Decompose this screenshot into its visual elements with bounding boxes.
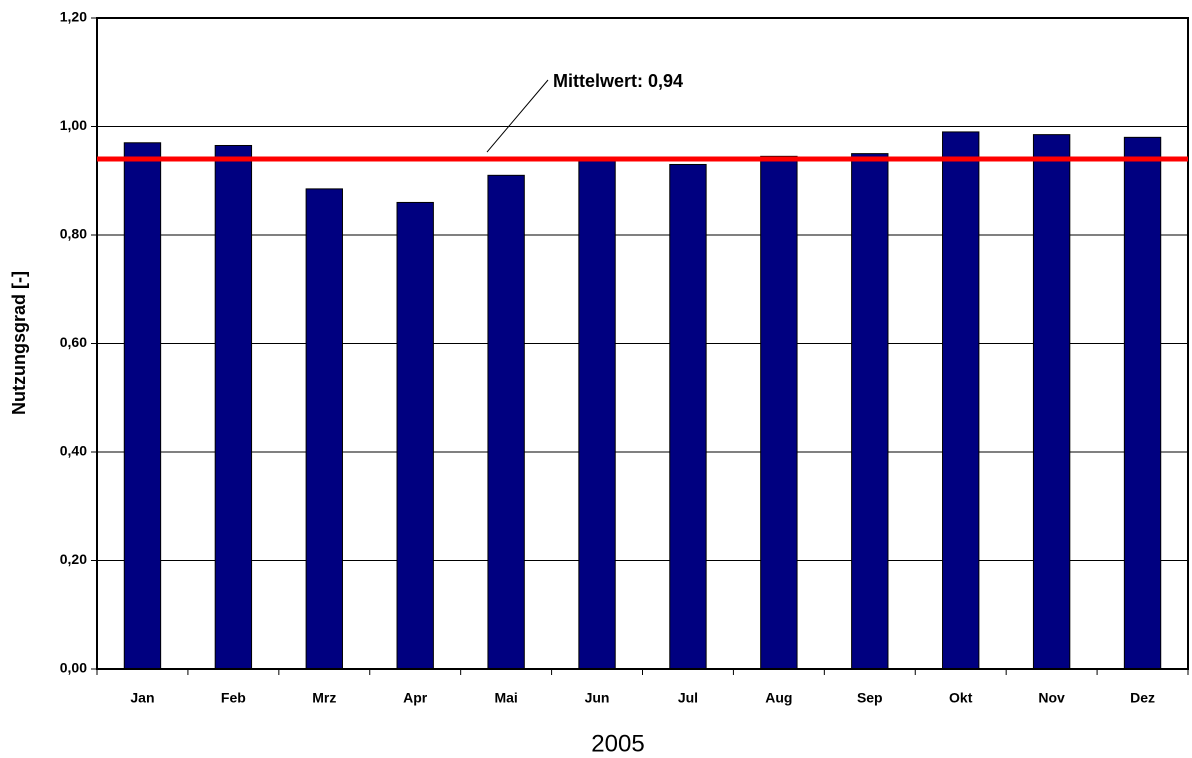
bar [1123, 136, 1162, 670]
x-tick-label: Aug [765, 690, 792, 706]
mean-label: Mittelwert: 0,94 [553, 71, 683, 91]
bar [851, 153, 889, 670]
y-tick-label: 0,60 [60, 334, 87, 350]
bar [214, 144, 253, 670]
x-tick-label: Sep [857, 690, 883, 706]
bar [669, 163, 707, 670]
bar [305, 188, 343, 670]
bar [942, 131, 980, 670]
bar [1032, 134, 1071, 670]
x-tick-label: Nov [1038, 690, 1065, 706]
x-tick-label: Mrz [312, 690, 336, 706]
x-tick-label: Feb [221, 690, 246, 706]
x-tick-label: Jul [678, 690, 698, 706]
y-tick-label: 0,20 [60, 551, 87, 567]
x-axis-label: 2005 [591, 730, 644, 757]
bar [487, 174, 525, 670]
bar [123, 142, 162, 670]
annotation-leader [486, 79, 549, 153]
bar [760, 155, 798, 670]
x-tick-label: Okt [949, 690, 973, 706]
x-tick-label: Jun [585, 690, 610, 706]
y-tick-label: 0,00 [60, 660, 87, 676]
y-tick-label: 0,40 [60, 443, 87, 459]
x-tick-label: Mai [494, 690, 517, 706]
plot-frame [96, 17, 1189, 670]
y-tick-label: 1,20 [60, 9, 87, 25]
bar [396, 201, 434, 670]
x-tick-label: Dez [1130, 690, 1155, 706]
bar [578, 158, 616, 670]
x-tick-label: Jan [130, 690, 154, 706]
y-tick-label: 1,00 [60, 117, 87, 133]
y-axis-label: Nutzungsgrad [-] [9, 271, 29, 415]
y-tick-label: 0,80 [60, 226, 87, 242]
x-tick-label: Apr [403, 690, 428, 706]
